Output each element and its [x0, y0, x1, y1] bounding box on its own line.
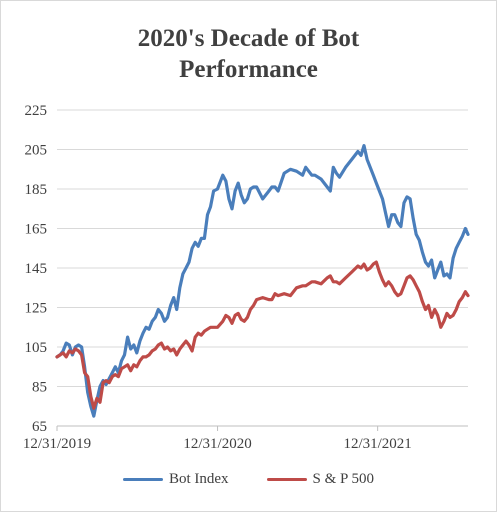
legend-item-bot-index: Bot Index — [122, 471, 229, 488]
series-line-bot-index — [55, 144, 470, 418]
legend: Bot Index S & P 500 — [1, 471, 496, 488]
x-tick-label-12/31/2021: 12/31/2021 — [343, 436, 411, 452]
y-tick-label-165: 165 — [25, 222, 48, 238]
legend-item-sp500: S & P 500 — [266, 471, 375, 488]
x-tick-labels: 12/31/2019 12/31/2020 12/31/2021 — [23, 426, 412, 452]
chart-title: 2020's Decade of Bot Performance — [1, 23, 496, 85]
gridlines — [57, 109, 468, 427]
legend-swatch-bot-index — [122, 478, 163, 481]
y-tick-labels: 65 85 105 125 145 165 185 205 225 — [25, 103, 48, 435]
chart-title-line-1: 2020's Decade of Bot — [137, 25, 360, 52]
y-tick-label-125: 125 — [25, 301, 48, 317]
y-tick-label-205: 205 — [25, 143, 48, 159]
legend-swatch-sp500 — [266, 478, 307, 481]
y-tick-label-225: 225 — [25, 103, 48, 119]
x-tick-label-12/31/2020: 12/31/2020 — [183, 436, 251, 452]
x-tick-label-12/31/2019: 12/31/2019 — [23, 436, 91, 452]
chart-title-line-2: Performance — [179, 56, 318, 83]
y-tick-label-185: 185 — [25, 182, 48, 198]
y-tick-label-105: 105 — [25, 340, 48, 356]
y-tick-label-145: 145 — [25, 261, 48, 277]
legend-label-bot-index: Bot Index — [168, 471, 229, 487]
y-tick-label-65: 65 — [32, 419, 47, 435]
legend-label-sp500: S & P 500 — [312, 471, 375, 487]
series-lines — [55, 144, 470, 418]
y-tick-label-85: 85 — [32, 380, 47, 396]
series-line-s-p-500 — [55, 260, 470, 410]
